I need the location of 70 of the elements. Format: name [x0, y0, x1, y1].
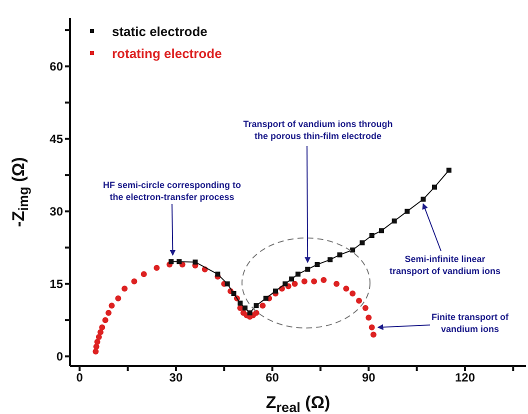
point: [273, 288, 278, 294]
x-tick-label: 120: [454, 370, 476, 385]
point: [192, 260, 198, 265]
point: [102, 317, 108, 324]
point: [289, 276, 294, 282]
annotation: Finite transport of vandium ions: [432, 312, 510, 334]
annotation: Semi-infinite linear transport of vandium ions: [389, 254, 501, 276]
annotation: Transport of vandium ions through the porous thin-film electrode: [243, 119, 393, 141]
point: [93, 344, 100, 350]
y-tick-label: 0: [56, 350, 64, 364]
point: [446, 168, 452, 173]
point: [154, 264, 160, 271]
point: [392, 218, 397, 224]
point: [362, 305, 368, 311]
point: [337, 252, 342, 258]
point: [282, 281, 288, 286]
point: [106, 310, 112, 316]
point: [343, 286, 350, 292]
annotation: HF semi-circle corresponding to the electron-transfer process: [102, 180, 242, 202]
point: [305, 266, 310, 272]
point: [296, 272, 300, 277]
point: [370, 332, 376, 338]
y-tick-label: 30: [50, 204, 64, 219]
point: [368, 324, 375, 330]
y-tick-label: 60: [50, 60, 64, 74]
point: [311, 278, 318, 284]
point: [224, 281, 230, 286]
point: [366, 314, 372, 321]
point: [369, 233, 374, 238]
x-tick-label: 60: [266, 370, 280, 385]
point: [140, 271, 147, 278]
point: [242, 306, 248, 310]
point: [115, 295, 122, 302]
y-tick-label: 15: [50, 277, 64, 292]
point: [260, 302, 266, 309]
point: [360, 240, 365, 246]
point: [215, 272, 220, 277]
point: [350, 290, 356, 296]
point: [247, 310, 252, 316]
point: [356, 298, 362, 304]
x-tick-label: 0: [76, 370, 84, 385]
point: [108, 302, 115, 309]
y-tick-label: 45: [50, 132, 64, 146]
point: [122, 286, 128, 292]
point: [350, 248, 356, 252]
point: [292, 280, 298, 287]
point: [404, 208, 410, 214]
legend-label: rotating electrode: [112, 46, 222, 60]
x-tick-label: 90: [362, 370, 376, 385]
point: [334, 280, 340, 287]
point: [99, 324, 106, 330]
point: [254, 303, 259, 308]
point: [432, 184, 437, 190]
point: [378, 228, 384, 234]
point: [314, 262, 320, 267]
point: [238, 300, 243, 306]
point: [168, 259, 174, 264]
x-axis-title: Z$_{real}$ (Ω): [266, 393, 330, 414]
point: [176, 259, 182, 264]
point: [131, 278, 138, 284]
point: [231, 291, 236, 296]
legend-label: static electrode: [112, 24, 208, 38]
point: [98, 329, 104, 336]
point: [263, 296, 268, 301]
point: [328, 257, 333, 262]
x-tick-label: 30: [169, 370, 183, 385]
point: [420, 196, 426, 202]
point: [96, 334, 102, 340]
point: [320, 276, 327, 283]
point: [301, 278, 308, 284]
